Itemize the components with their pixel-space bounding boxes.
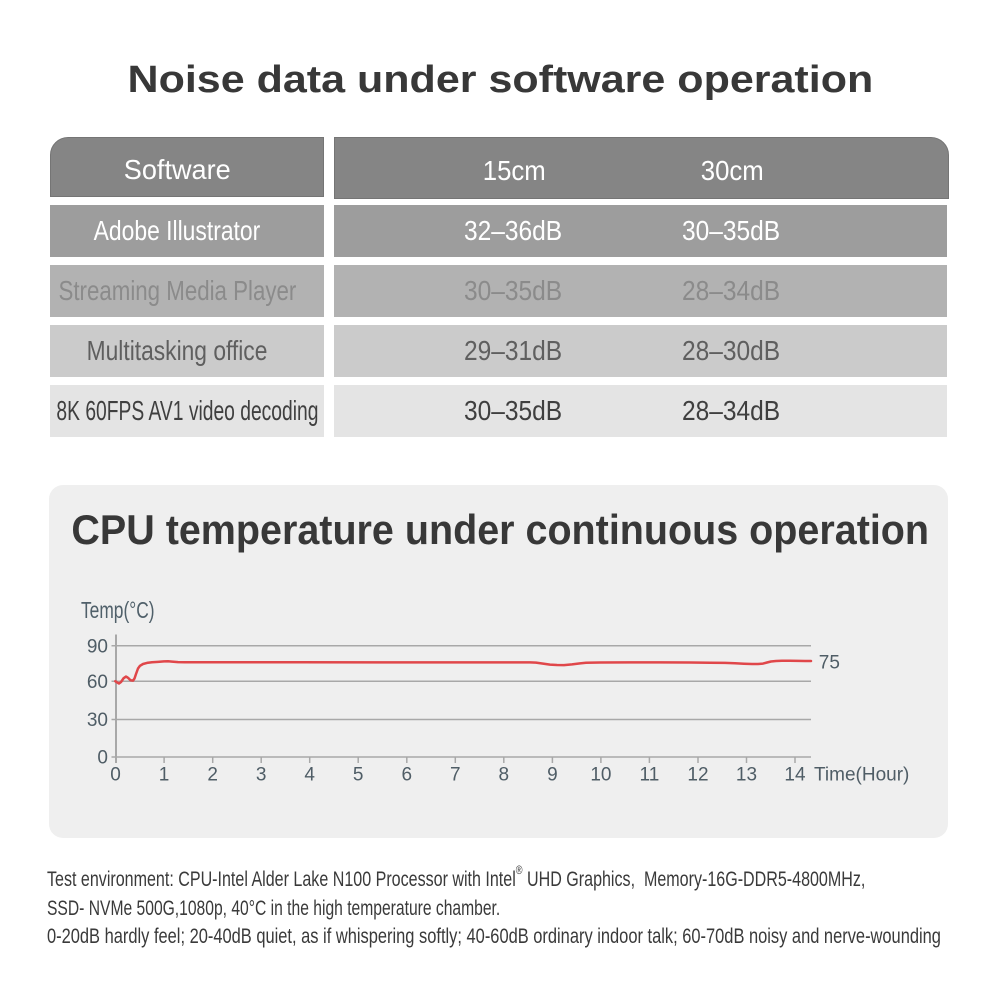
- svg-text:0: 0: [97, 748, 108, 769]
- svg-text:0: 0: [110, 765, 121, 786]
- svg-text:12: 12: [687, 765, 708, 786]
- svg-text:8: 8: [499, 765, 510, 786]
- svg-text:7: 7: [450, 765, 461, 786]
- svg-text:75: 75: [819, 653, 840, 674]
- svg-text:11: 11: [640, 765, 660, 786]
- svg-text:10: 10: [590, 765, 611, 786]
- svg-text:2: 2: [207, 765, 218, 786]
- svg-text:60: 60: [87, 672, 108, 693]
- svg-text:6: 6: [402, 765, 413, 786]
- svg-text:4: 4: [304, 765, 315, 786]
- svg-text:Time(Hour): Time(Hour): [814, 765, 909, 786]
- svg-text:30: 30: [87, 710, 108, 731]
- svg-text:9: 9: [547, 765, 558, 786]
- svg-text:5: 5: [353, 765, 364, 786]
- svg-text:90: 90: [87, 637, 108, 658]
- svg-text:3: 3: [256, 765, 267, 786]
- svg-text:14: 14: [784, 765, 806, 786]
- svg-text:13: 13: [736, 765, 757, 786]
- svg-text:1: 1: [159, 765, 170, 786]
